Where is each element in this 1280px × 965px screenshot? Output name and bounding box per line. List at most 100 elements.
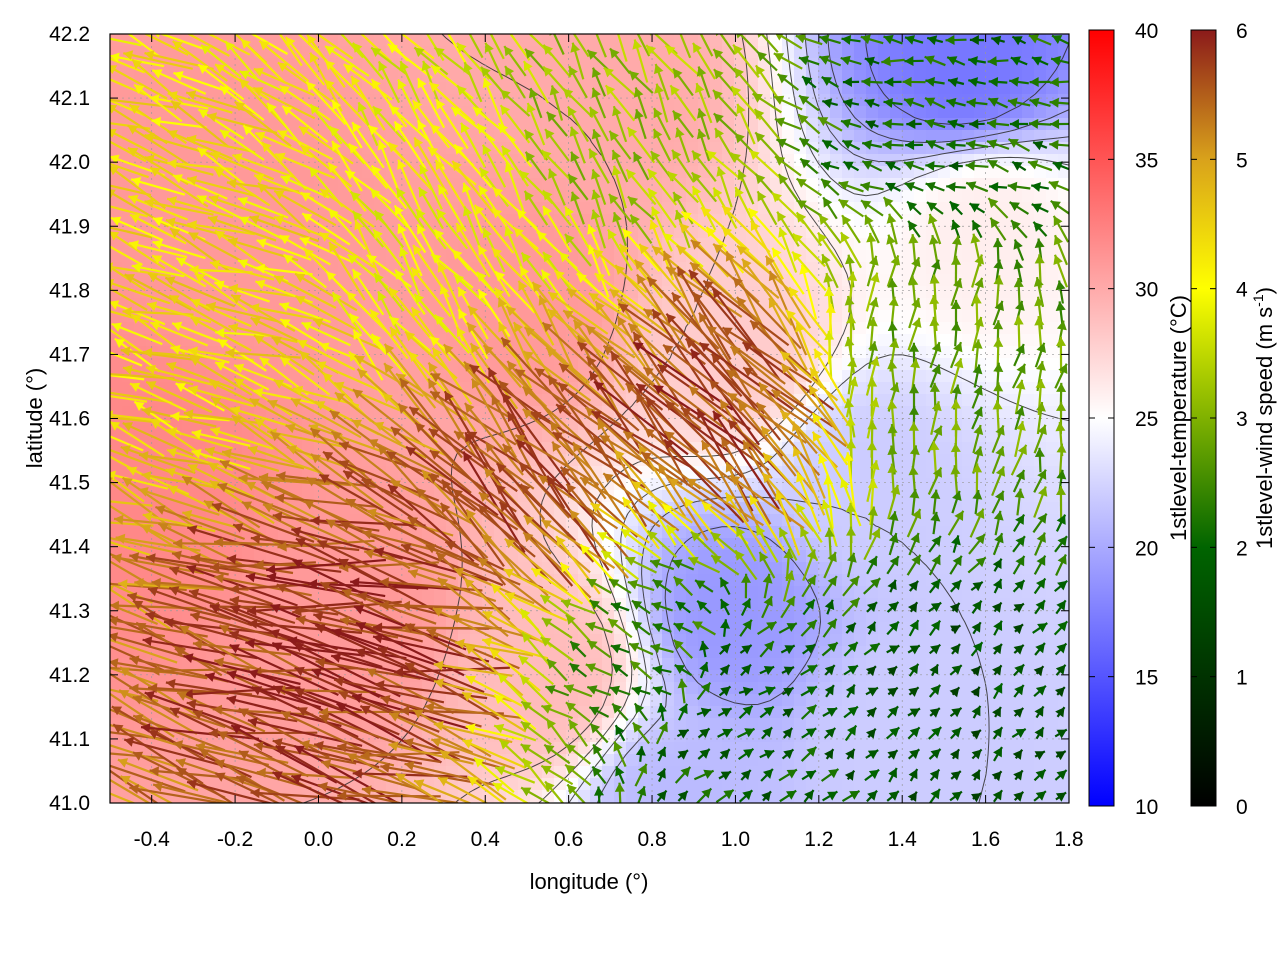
- temperature-cell: [938, 286, 951, 299]
- temperature-cell: [482, 334, 495, 347]
- temperature-cell: [878, 382, 891, 395]
- temperature-cell: [1058, 130, 1069, 143]
- temperature-cell: [902, 322, 915, 335]
- temperature-cell: [962, 394, 975, 407]
- temperature-cell: [854, 298, 867, 311]
- temperature-cell: [242, 334, 255, 347]
- temperature-cell: [1022, 682, 1035, 695]
- temperature-cell: [566, 670, 579, 683]
- temperature-cell: [722, 70, 735, 83]
- temperature-cell: [1022, 226, 1035, 239]
- temperature-cell: [1046, 478, 1059, 491]
- temperature-cell: [878, 538, 891, 551]
- temperature-cell: [1010, 634, 1023, 647]
- temperature-cell: [602, 94, 615, 107]
- temperature-cell: [242, 58, 255, 71]
- temperature-cell: [770, 106, 783, 119]
- temperature-cell: [554, 634, 567, 647]
- temperature-cell: [686, 694, 699, 707]
- temperature-cell: [254, 346, 267, 359]
- temperature-cell: [854, 526, 867, 539]
- temperature-cell: [950, 46, 963, 59]
- temperature-cell: [878, 250, 891, 263]
- temperature-cell: [938, 34, 951, 47]
- temperature-cell: [146, 34, 159, 47]
- temperature-cell: [890, 634, 903, 647]
- temperature-cell: [854, 346, 867, 359]
- temperature-cell: [554, 718, 567, 731]
- temperature-cell: [686, 742, 699, 755]
- temperature-cell: [686, 682, 699, 695]
- temperature-cell: [1046, 430, 1059, 443]
- temperature-cell: [998, 370, 1011, 383]
- temperature-cell: [470, 46, 483, 59]
- temperature-cell: [1046, 370, 1059, 383]
- temperature-cell: [878, 598, 891, 611]
- temperature-cell: [986, 166, 999, 179]
- temperature-cell: [1046, 454, 1059, 467]
- temperature-cell: [578, 82, 591, 95]
- temperature-cell: [1022, 130, 1035, 143]
- temperature-cell: [1022, 322, 1035, 335]
- temperature-cell: [962, 118, 975, 131]
- temperature-cell: [974, 166, 987, 179]
- temperature-cell: [926, 454, 939, 467]
- temperature-cell: [1022, 190, 1035, 203]
- temperature-cell: [938, 622, 951, 635]
- temperature-cell: [710, 706, 723, 719]
- temperature-cell: [662, 658, 675, 671]
- temperature-cell: [578, 106, 591, 119]
- temperature-cell: [974, 106, 987, 119]
- temperature-cell: [674, 118, 687, 131]
- temperature-cell: [230, 58, 243, 71]
- temperature-cell: [1034, 46, 1047, 59]
- temperature-cell: [758, 694, 771, 707]
- temperature-cell: [770, 670, 783, 683]
- temperature-cell: [854, 478, 867, 491]
- temperature-cell: [950, 130, 963, 143]
- temperature-cell: [1046, 358, 1059, 371]
- temperature-cell: [794, 598, 807, 611]
- temperature-cell: [938, 274, 951, 287]
- temperature-cell: [866, 718, 879, 731]
- temperature-cell: [974, 190, 987, 203]
- temperature-cell: [974, 46, 987, 59]
- temperature-cell: [926, 46, 939, 59]
- temperature-cell: [914, 190, 927, 203]
- temperature-cell: [902, 46, 915, 59]
- temperature-cell: [998, 178, 1011, 191]
- temperature-cell: [854, 730, 867, 743]
- temperature-cell: [1046, 526, 1059, 539]
- temperature-cell: [842, 106, 855, 119]
- temperature-cell: [938, 646, 951, 659]
- temperature-cell: [818, 82, 831, 95]
- temperature-cell: [686, 94, 699, 107]
- temperature-cell: [962, 358, 975, 371]
- temperature-cell: [878, 310, 891, 323]
- temperature-cell: [506, 118, 519, 131]
- temperature-cell: [1010, 286, 1023, 299]
- temperature-cell: [806, 82, 819, 95]
- temperature-cell: [962, 130, 975, 143]
- temperature-cell: [854, 190, 867, 203]
- temperature-cell: [662, 58, 675, 71]
- temperature-cell: [962, 766, 975, 779]
- temperature-cell: [914, 106, 927, 119]
- temperature-cell: [518, 70, 531, 83]
- temperature-cell: [338, 82, 351, 95]
- temperature-cell: [902, 610, 915, 623]
- temperature-cell: [962, 646, 975, 659]
- temperature-cell: [854, 754, 867, 767]
- temperature-cell: [1058, 82, 1069, 95]
- temperature-cell: [662, 730, 675, 743]
- temperature-cell: [854, 718, 867, 731]
- temperature-cell: [494, 238, 507, 251]
- temperature-cell: [878, 370, 891, 383]
- temperature-cell: [878, 322, 891, 335]
- temperature-cell: [194, 70, 207, 83]
- temperature-cell: [974, 694, 987, 707]
- temperature-cell: [110, 358, 123, 371]
- temperature-cell: [398, 466, 411, 479]
- temperature-cell: [626, 142, 639, 155]
